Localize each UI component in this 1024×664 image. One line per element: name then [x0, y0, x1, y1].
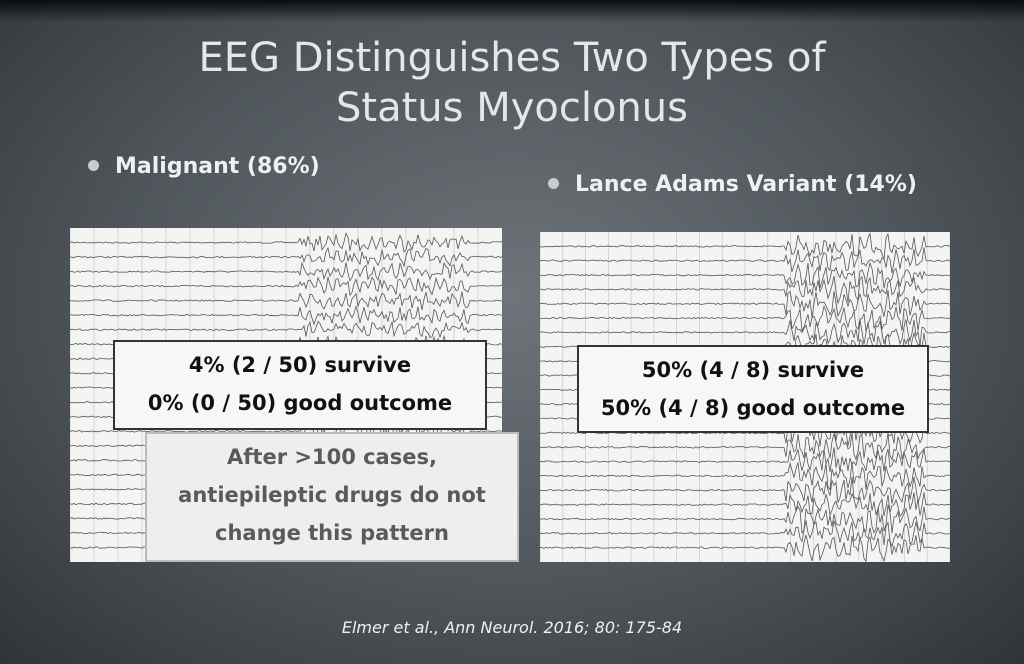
eeg-wave: [540, 534, 950, 562]
eeg-wave: [540, 476, 950, 504]
note-box: After >100 cases, antiepileptic drugs do…: [145, 432, 519, 562]
title-line: EEG Distinguishes Two Types of: [198, 35, 826, 81]
eeg-wave: [70, 320, 502, 339]
eeg-wave: [540, 319, 950, 346]
outcome-box: 50% (4 / 8) survive 50% (4 / 8) good out…: [577, 345, 929, 433]
eeg-wave: [540, 492, 950, 517]
eeg-wave: [540, 520, 950, 548]
outcome-box: 4% (2 / 50) survive 0% (0 / 50) good out…: [113, 340, 487, 430]
citation: Elmer et al., Ann Neurol. 2016; 80: 175-…: [341, 618, 683, 637]
eeg-wave: [70, 305, 502, 326]
eeg-wave: [540, 247, 950, 274]
note-line: After >100 cases,: [227, 445, 437, 469]
eeg-wave: [540, 232, 950, 261]
eeg-wave: [540, 432, 950, 462]
photo-edge: [0, 0, 1024, 22]
eeg-wave: [540, 289, 950, 318]
note-line: antiepileptic drugs do not: [178, 483, 486, 507]
eeg-wave: [70, 246, 502, 268]
eeg-wave: [540, 504, 950, 534]
eeg-wave: [540, 305, 950, 333]
bullet: Lance Adams Variant (14%): [548, 172, 917, 197]
note-line: change this pattern: [215, 521, 449, 545]
eeg-wave: [540, 275, 950, 305]
outcome-line: 0% (0 / 50) good outcome: [147, 391, 453, 415]
eeg-wave: [70, 261, 502, 282]
bullet: Malignant (86%): [88, 154, 320, 179]
title-line: Status Myoclonus: [336, 85, 688, 131]
eeg-wave: [540, 447, 950, 473]
eeg-wave: [70, 291, 502, 311]
outcome-line: 4% (2 / 50) survive: [188, 353, 412, 377]
eeg-wave: [540, 461, 950, 491]
eeg-wave: [540, 261, 950, 289]
outcome-line: 50% (4 / 8) survive: [641, 358, 865, 382]
eeg-wave: [70, 276, 502, 297]
outcome-line: 50% (4 / 8) good outcome: [600, 396, 906, 420]
eeg-wave: [70, 232, 502, 253]
